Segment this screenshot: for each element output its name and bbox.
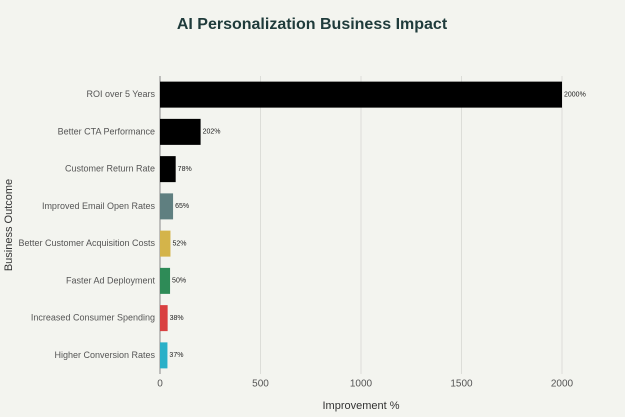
y-tick-label: ROI over 5 Years (86, 89, 155, 99)
y-tick-label: Faster Ad Deployment (66, 275, 156, 285)
x-tick-label: 0 (157, 379, 163, 390)
value-label: 202% (203, 129, 221, 136)
bar (160, 81, 562, 108)
bar (160, 156, 176, 183)
bar (160, 230, 171, 257)
y-axis-label: Business Outcome (3, 179, 15, 271)
bar (160, 193, 174, 220)
x-axis-label: Improvement % (322, 400, 399, 412)
value-label: 38% (170, 315, 184, 322)
value-label: 37% (169, 352, 183, 359)
y-tick-label: Increased Consumer Spending (31, 313, 155, 323)
y-tick-label: Improved Email Open Rates (42, 201, 156, 211)
value-label: 2000% (564, 91, 586, 98)
value-label: 78% (178, 166, 192, 173)
y-tick-label: Customer Return Rate (65, 164, 155, 174)
y-tick-label: Better Customer Acquisition Costs (18, 238, 155, 248)
bar (160, 305, 168, 332)
bar (160, 267, 171, 294)
x-tick-label: 2000 (551, 379, 574, 390)
x-tick-label: 1500 (450, 379, 473, 390)
y-tick-label: Better CTA Performance (58, 126, 155, 136)
value-label: 50% (172, 278, 186, 285)
x-tick-label: 500 (252, 379, 269, 390)
value-label: 65% (175, 203, 189, 210)
bar (160, 342, 168, 369)
value-label: 52% (172, 240, 186, 247)
y-tick-label: Higher Conversion Rates (54, 350, 155, 360)
x-tick-label: 1000 (350, 379, 373, 390)
chart-title: AI Personalization Business Impact (177, 16, 448, 33)
bar (160, 118, 201, 145)
